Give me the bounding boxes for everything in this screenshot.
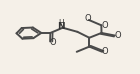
Text: O: O: [115, 31, 121, 40]
Text: O: O: [84, 14, 91, 23]
Text: O: O: [50, 38, 57, 47]
Text: O: O: [101, 21, 108, 30]
Text: O: O: [102, 47, 109, 56]
Text: H: H: [58, 19, 64, 28]
Text: N: N: [57, 22, 65, 31]
